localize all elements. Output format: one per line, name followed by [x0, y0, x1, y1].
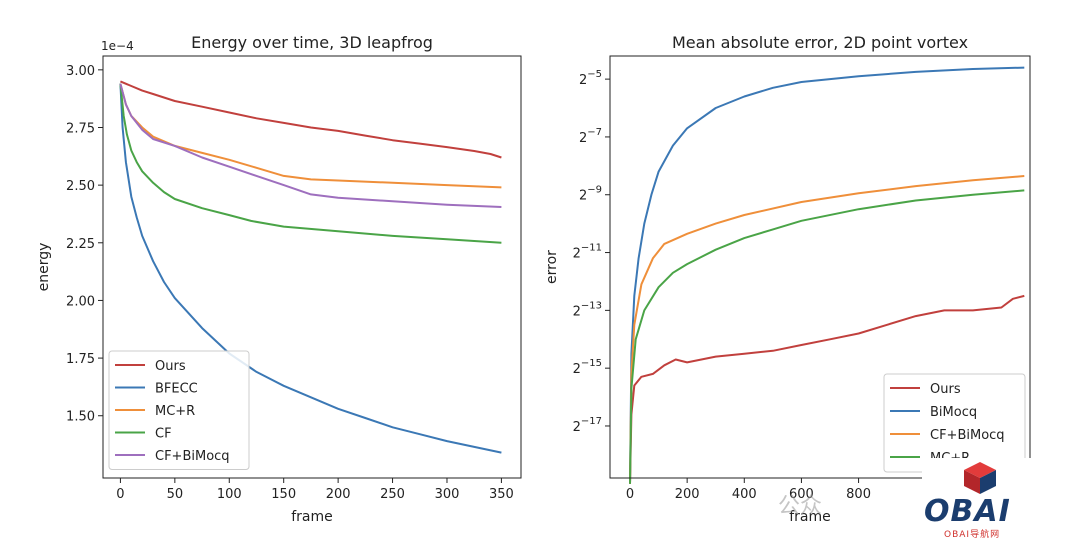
y-tick-label: 1.75: [66, 352, 95, 367]
plot-frame: [102, 55, 522, 479]
x-tick-label: 150: [271, 487, 296, 502]
x-tick-label: 100: [217, 487, 242, 502]
x-tick-label: 200: [326, 487, 351, 502]
x-tick-label: 600: [789, 487, 814, 502]
y-tick-label: 2−13: [573, 300, 602, 319]
legend-box: [108, 350, 250, 470]
legend-label: CF+BiMocq: [930, 428, 1005, 443]
x-tick-label: 250: [380, 487, 405, 502]
legend-label: Ours: [155, 359, 186, 374]
x-tick-label: 200: [675, 487, 700, 502]
logo-text: OBAI: [924, 494, 1011, 529]
legend-label: CF: [155, 427, 172, 442]
x-axis-label: frame: [789, 509, 831, 525]
legend-label: MC+R: [155, 404, 195, 419]
legend-label: BiMocq: [930, 405, 977, 420]
x-tick-label: 0: [116, 487, 124, 502]
legend: Ours BFECC MC+R CF CF+BiMocq: [108, 350, 250, 470]
y-tick-label: 2.75: [66, 121, 95, 136]
x-tick-label: 350: [489, 487, 514, 502]
x-tick-label: 0: [626, 487, 634, 502]
plot-frame: [609, 55, 1031, 479]
series-line-cf-bimocq: [119, 83, 502, 208]
chart-title: Mean absolute error, 2D point vortex: [672, 33, 968, 52]
series-line-cf-bimocq: [629, 175, 1025, 484]
series-line-mc-r: [119, 83, 502, 189]
energy-chart: Energy over time, 3D leapfrog 1e−4 0 50 100 1…: [36, 33, 522, 525]
y-tick-label: 2−5: [579, 69, 602, 88]
series-line-cf: [119, 83, 502, 244]
y-tick-label: 2−15: [573, 358, 602, 377]
logo-subtitle: OBAI导航网: [944, 530, 1001, 540]
x-tick-label: 800: [846, 487, 871, 502]
obai-logo: OBAI OBAI导航网: [922, 458, 1080, 547]
series-line-ours: [629, 294, 1025, 484]
watermark-text: 公众: [778, 494, 823, 519]
y-multiplier: 1e−4: [101, 39, 134, 53]
y-tick-label: 2.00: [66, 294, 95, 309]
x-axis-label: frame: [291, 509, 333, 525]
legend-label: BFECC: [155, 382, 198, 397]
y-tick-label: 2−9: [579, 185, 602, 204]
y-tick-label: 3.00: [66, 64, 95, 79]
y-axis-label: energy: [36, 243, 52, 292]
y-tick-label: 1.50: [66, 410, 95, 425]
series-line-mc-r: [629, 189, 1025, 484]
x-tick-label: 400: [732, 487, 757, 502]
series-line-bimocq: [629, 66, 1025, 484]
y-axis-label: error: [544, 250, 560, 284]
legend-label: CF+BiMocq: [155, 449, 230, 464]
x-tick-label: 300: [435, 487, 460, 502]
y-tick-label: 2.50: [66, 179, 95, 194]
error-chart: Mean absolute error, 2D point vortex 0 200…: [544, 33, 1031, 525]
y-tick-label: 2−7: [579, 127, 602, 146]
y-tick-label: 2−17: [573, 416, 602, 435]
y-tick-label: 2.25: [66, 237, 95, 252]
legend-label: Ours: [930, 382, 961, 397]
cube-icon: [964, 462, 996, 494]
y-tick-label: 2−11: [573, 243, 602, 262]
x-tick-label: 50: [167, 487, 184, 502]
series-line-ours: [120, 80, 502, 159]
chart-title: Energy over time, 3D leapfrog: [191, 33, 433, 52]
